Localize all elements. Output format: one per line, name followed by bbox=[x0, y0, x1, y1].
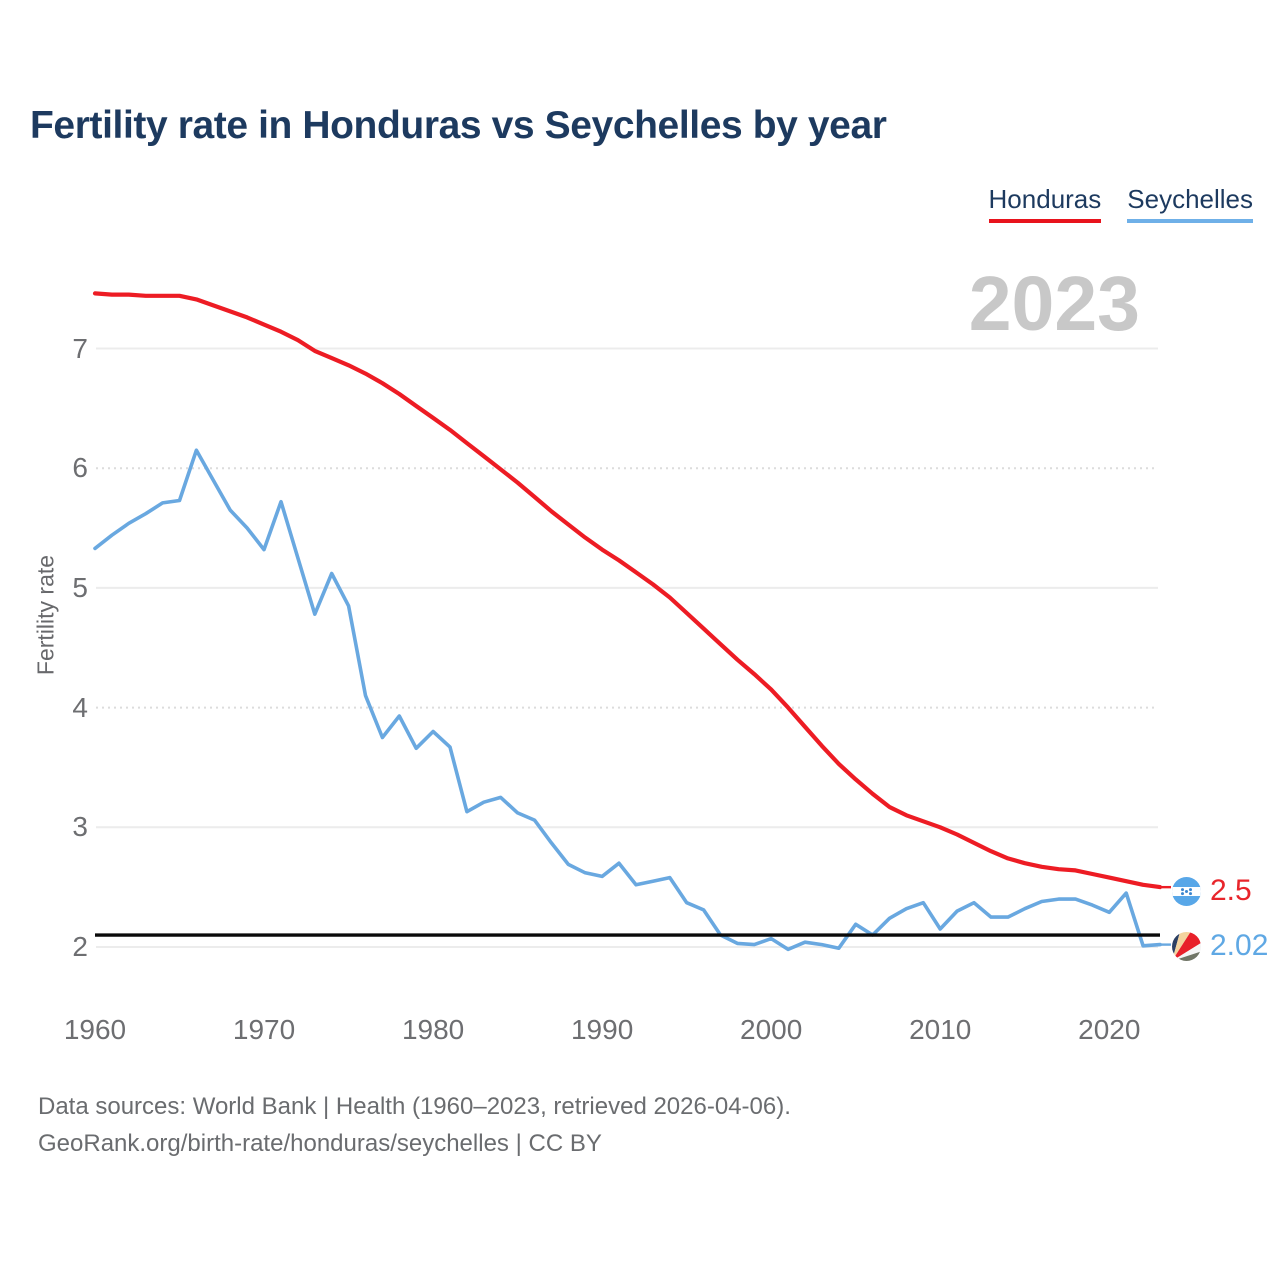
seychelles-flag-icon bbox=[1172, 931, 1201, 961]
footer-line-1: Data sources: World Bank | Health (1960–… bbox=[38, 1093, 791, 1120]
legend-item-honduras[interactable]: Honduras bbox=[988, 184, 1102, 223]
x-tick-label: 1970 bbox=[232, 1014, 296, 1045]
y-tick-label: 6 bbox=[72, 452, 88, 484]
honduras-end-label: 2.5 bbox=[1172, 874, 1252, 908]
x-tick-label: 1960 bbox=[63, 1014, 127, 1045]
y-tick-label: 7 bbox=[72, 332, 88, 364]
legend: Honduras Seychelles bbox=[988, 184, 1253, 223]
honduras-line bbox=[92, 291, 1163, 890]
footer-line-2: GeoRank.org/birth-rate/honduras/seychell… bbox=[38, 1130, 602, 1157]
y-tick-label: 3 bbox=[72, 811, 88, 843]
y-tick-label: 2 bbox=[72, 931, 88, 962]
legend-item-seychelles[interactable]: Seychelles bbox=[1127, 184, 1253, 223]
y-tick-label: 4 bbox=[72, 691, 88, 723]
page-title: Fertility rate in Honduras vs Seychelles… bbox=[30, 104, 887, 147]
watermark-year: 2023 bbox=[968, 261, 1140, 347]
seychelles-end-label: 2.02 bbox=[1172, 929, 1268, 963]
honduras-flag-icon bbox=[1172, 876, 1201, 906]
x-tick-label: 2010 bbox=[909, 1014, 972, 1045]
x-tick-label: 1990 bbox=[570, 1014, 634, 1045]
x-tick-label: 2000 bbox=[740, 1014, 803, 1045]
footer: Data sources: World Bank | Health (1960–… bbox=[38, 1088, 791, 1162]
seychelles-end-value: 2.02 bbox=[1210, 929, 1269, 962]
honduras-end-value: 2.5 bbox=[1210, 874, 1252, 907]
x-tick-label: 2020 bbox=[1078, 1014, 1141, 1045]
x-tick-label: 1980 bbox=[401, 1014, 465, 1045]
seychelles-line bbox=[93, 448, 1162, 952]
y-tick-label: 5 bbox=[72, 571, 88, 603]
